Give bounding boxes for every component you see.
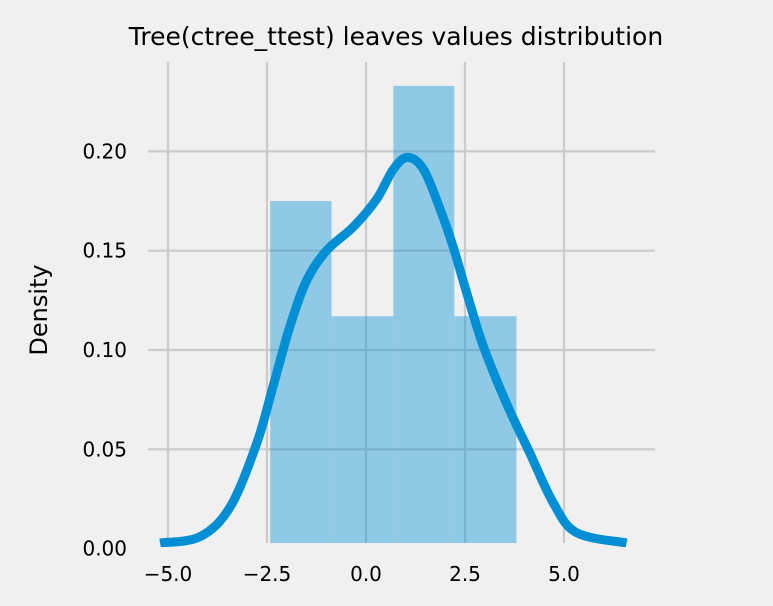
- y-tick-label: 0.00: [82, 537, 127, 561]
- y-tick-label: 0.10: [82, 338, 127, 362]
- y-tick-label: 0.20: [82, 139, 127, 163]
- y-tick-label: 0.15: [82, 239, 127, 263]
- x-tick-label: 2.5: [449, 562, 481, 586]
- x-tick-label: −2.5: [243, 562, 292, 586]
- chart-title: Tree(ctree_ttest) leaves values distribu…: [128, 22, 663, 51]
- histogram-bar: [331, 316, 394, 543]
- x-tick-label: 5.0: [548, 562, 580, 586]
- grid: [148, 62, 655, 543]
- x-tick-label: −5.0: [144, 562, 193, 586]
- kde-line: [159, 152, 628, 547]
- y-tick-labels: 0.00 0.05 0.10 0.15 0.20: [82, 139, 127, 560]
- histogram-bars: [270, 85, 517, 544]
- y-axis-label: Density: [25, 264, 53, 355]
- x-tick-labels: −5.0 −2.5 0.0 2.5 5.0: [144, 562, 580, 586]
- y-tick-label: 0.05: [82, 437, 127, 461]
- x-tick-label: 0.0: [350, 562, 382, 586]
